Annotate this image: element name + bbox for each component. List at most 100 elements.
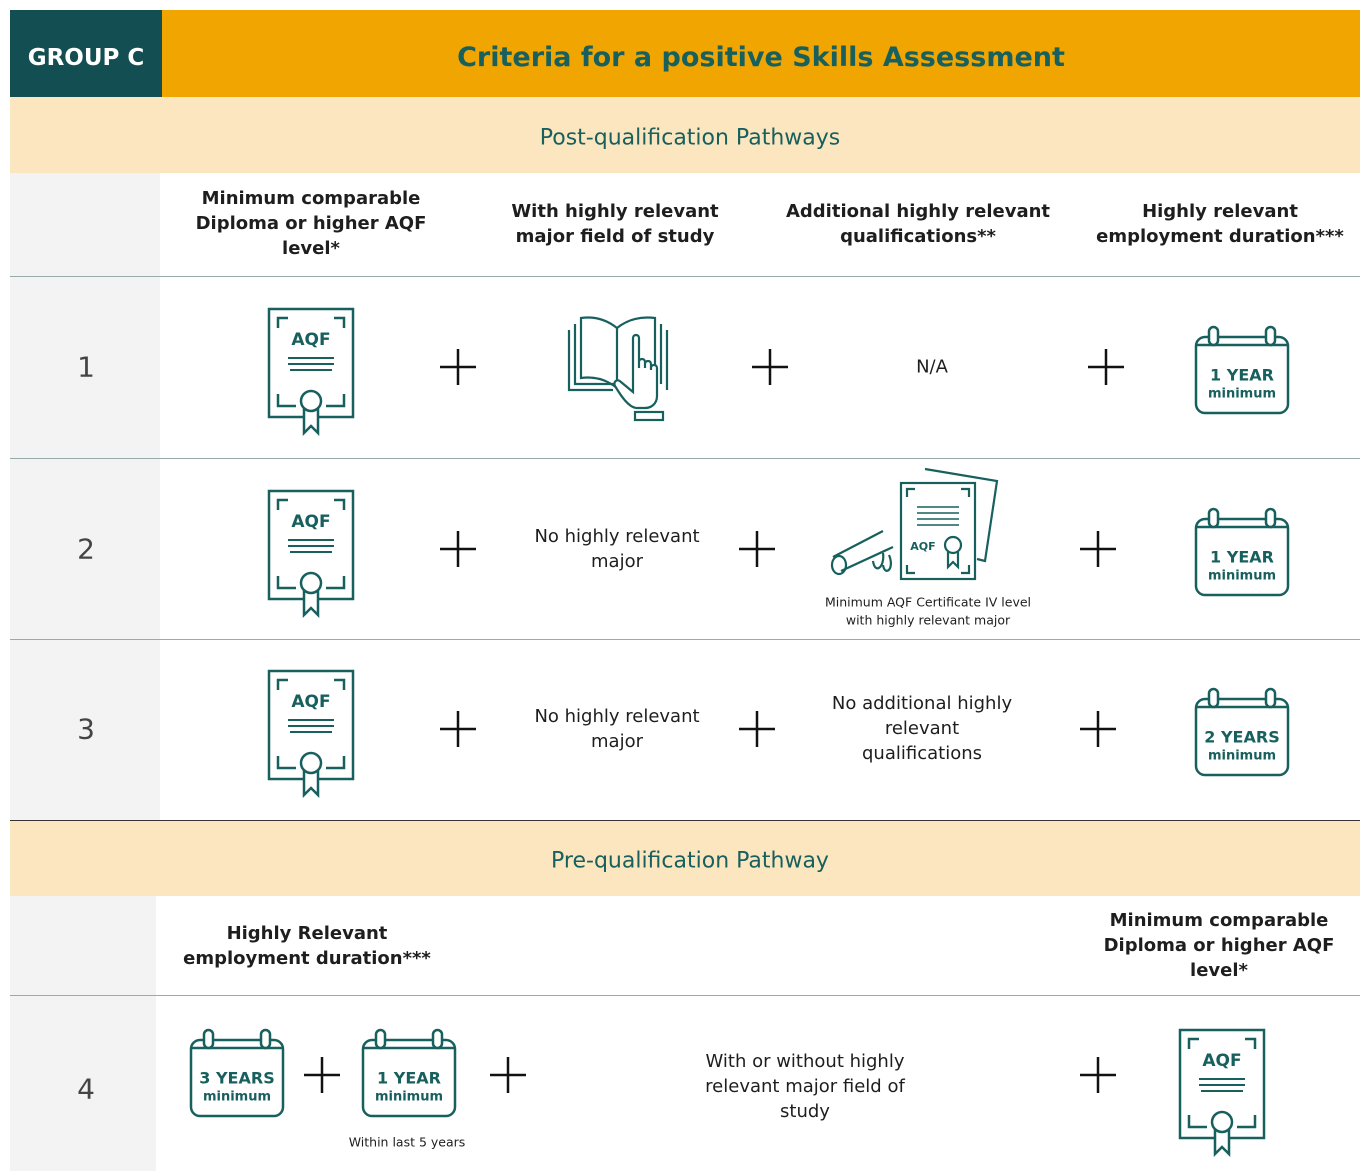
- plus-sign: [752, 349, 788, 385]
- diploma-icon: AQF: [830, 467, 999, 581]
- icon-part: [431, 1028, 444, 1050]
- icon-part: [943, 535, 963, 555]
- icon-label: 1 YEAR: [1210, 366, 1274, 385]
- icon-part: [259, 1028, 272, 1050]
- aqf-certificate-icon: AQF: [267, 489, 355, 619]
- row-number-column: [10, 896, 156, 1171]
- icon-label: 1 YEAR: [377, 1069, 441, 1088]
- column-heading: Minimum comparable Diploma or higher AQF…: [1103, 910, 1335, 982]
- row-number: 4: [77, 1072, 95, 1106]
- row-number-column: [10, 173, 160, 820]
- column-heading: Minimum comparable Diploma or higher AQF…: [195, 188, 427, 260]
- icon-label: minimum: [203, 1090, 271, 1105]
- icon-part: [302, 770, 320, 799]
- page-title: Criteria for a positive Skills Assessmen…: [457, 42, 1065, 74]
- column-heading: Highly relevant employment duration***: [1096, 200, 1344, 247]
- icon-part: [1199, 1078, 1245, 1092]
- divider: [10, 276, 1360, 277]
- column-heading: Additional highly relevant qualification…: [785, 200, 1051, 247]
- plus-sign: [440, 531, 476, 567]
- icon-part: [1207, 687, 1220, 709]
- icon-part: [299, 751, 323, 775]
- icon-part: [1080, 1057, 1116, 1093]
- icon-part: [1187, 1037, 1257, 1129]
- icon-part: [1210, 1110, 1234, 1134]
- row-number: 3: [77, 712, 95, 746]
- icon-part: [739, 711, 775, 747]
- aqf-certificate-icon: AQF: [1178, 1028, 1266, 1158]
- group-cell: [10, 10, 162, 97]
- icon-label: 1 YEAR: [1210, 548, 1274, 567]
- plus-sign: [739, 711, 775, 747]
- icon-part: [633, 410, 665, 422]
- icon-part: [567, 316, 619, 392]
- icon-label: 3 YEARS: [199, 1069, 274, 1088]
- icon-part: [924, 467, 999, 563]
- icon-part: [1207, 507, 1220, 529]
- icon-label: AQF: [291, 330, 330, 350]
- icon-label: AQF: [910, 540, 935, 553]
- icon-part: [1194, 517, 1290, 597]
- icon-label: AQF: [291, 692, 330, 712]
- icon-part: [440, 349, 476, 385]
- icon-part: [616, 316, 669, 390]
- group-label: GROUP C: [27, 44, 145, 71]
- section-title: Pre-qualification Pathway: [551, 848, 829, 874]
- cell-text: No highly relevant major: [534, 705, 700, 752]
- icon-part: [440, 531, 476, 567]
- cell-text: No highly relevant major: [534, 525, 700, 572]
- icon-part: [288, 357, 334, 371]
- divider: [10, 639, 1360, 640]
- row-number: 1: [77, 350, 95, 384]
- icon-part: [1264, 687, 1277, 709]
- calendar-icon: 3 YEARS minimum: [189, 1028, 285, 1118]
- icon-part: [899, 481, 977, 581]
- calendar-icon: 2 YEARS minimum: [1194, 687, 1290, 777]
- icon-part: [830, 554, 848, 576]
- icon-part: [871, 552, 892, 572]
- plus-sign: [490, 1057, 526, 1093]
- icon-part: [946, 552, 960, 570]
- calendar-icon: 1 YEAR minimum: [361, 1028, 457, 1118]
- plus-sign: [1080, 531, 1116, 567]
- icon-part: [917, 506, 959, 526]
- book-icon: [567, 316, 669, 422]
- icon-part: [202, 1028, 215, 1050]
- icon-label: 2 YEARS: [1204, 728, 1279, 747]
- icon-part: [276, 316, 346, 408]
- icon-part: [1194, 697, 1290, 777]
- aqf-certificate-icon: AQF: [267, 307, 355, 437]
- icon-label: AQF: [1202, 1051, 1241, 1071]
- cell-text: With or without highly relevant major fi…: [705, 1051, 905, 1123]
- icon-part: [304, 1057, 340, 1093]
- plus-sign: [1080, 1057, 1116, 1093]
- plus-sign: [1088, 349, 1124, 385]
- icon-part: [1080, 711, 1116, 747]
- icon-part: [361, 1038, 457, 1118]
- cell-text: N/A: [916, 356, 948, 378]
- icon-part: [440, 711, 476, 747]
- pre-band: [10, 820, 1360, 896]
- icon-caption: Within last 5 years: [348, 1134, 466, 1150]
- icon-label: minimum: [1208, 569, 1276, 584]
- icon-part: [613, 333, 659, 410]
- icon-part: [1088, 349, 1124, 385]
- icon-part: [832, 530, 894, 572]
- cell-text: No additional highly relevant qualificat…: [831, 693, 1013, 765]
- calendar-icon: 1 YEAR minimum: [1194, 507, 1290, 597]
- icon-part: [490, 1057, 526, 1093]
- row-number: 2: [77, 532, 95, 566]
- plus-sign: [304, 1057, 340, 1093]
- plus-sign: [1080, 711, 1116, 747]
- icon-caption: Minimum AQF Certificate IV level with hi…: [824, 594, 1032, 628]
- calendar-icon: 1 YEAR minimum: [1194, 325, 1290, 415]
- divider: [10, 458, 1360, 459]
- icon-part: [299, 389, 323, 413]
- section-title: Post-qualification Pathways: [539, 125, 841, 151]
- icon-label: minimum: [375, 1090, 443, 1105]
- icon-part: [739, 531, 775, 567]
- icon-part: [299, 571, 323, 595]
- icon-part: [1264, 507, 1277, 529]
- aqf-certificate-icon: AQF: [267, 669, 355, 799]
